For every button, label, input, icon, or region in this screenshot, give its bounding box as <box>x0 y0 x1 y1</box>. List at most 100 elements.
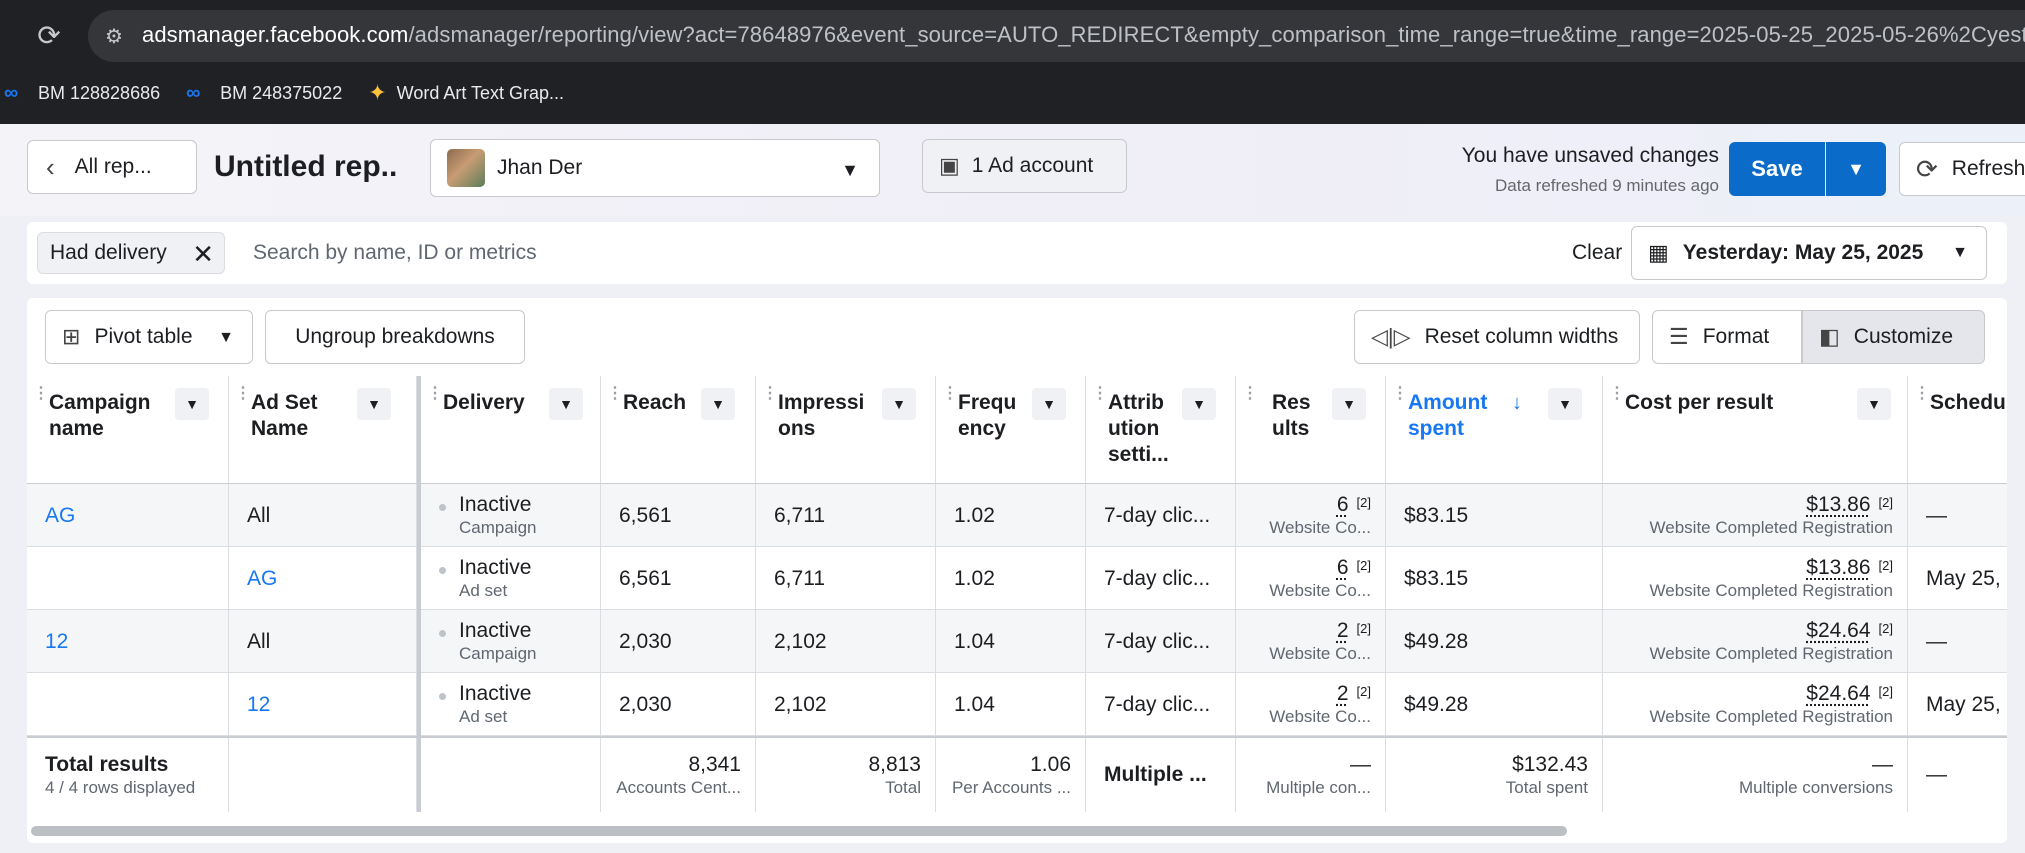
cpr-value[interactable]: $13.86 <box>1806 556 1871 579</box>
sparkle-icon: ✦ <box>368 80 387 105</box>
total-empty-cell <box>417 738 601 812</box>
amount-spent-cell: $83.15 <box>1386 484 1603 547</box>
caret-down-icon[interactable]: ▼ <box>1857 388 1891 420</box>
close-icon[interactable]: ✕ <box>192 239 214 269</box>
bookmarks-bar: ∞ BM 128828686 ∞ BM 248375022 ✦ Word Art Te… <box>0 76 590 110</box>
column-header-impressions[interactable]: ⋮ Impressi ons ▼ <box>756 376 936 484</box>
caret-down-icon[interactable]: ▼ <box>701 388 735 420</box>
drag-handle-icon[interactable]: ⋮ <box>1392 385 1408 402</box>
caret-down-icon[interactable]: ▼ <box>1182 388 1216 420</box>
bookmark-item[interactable]: ∞ BM 128828686 <box>4 82 161 104</box>
cpr-value[interactable]: $13.86 <box>1806 493 1871 516</box>
table-row[interactable]: AG All Inactive Campaign 6,561 6,711 1.02 7-day… <box>27 484 2007 547</box>
caret-down-icon[interactable]: ▼ <box>882 388 916 420</box>
total-reach-cell: 8,341 Accounts Cent... <box>601 738 756 812</box>
schedule-cell: May 25, 2025 <box>1926 692 2007 716</box>
column-header-reach[interactable]: ⋮ Reach ▼ <box>601 376 756 484</box>
campaign-link[interactable]: 12 <box>45 629 69 653</box>
amount-spent-cell: $49.28 <box>1386 610 1603 673</box>
site-info-icon[interactable]: ⚙ <box>105 25 123 48</box>
drag-handle-icon[interactable]: ⋮ <box>942 385 958 402</box>
adset-name[interactable]: AG <box>247 566 278 590</box>
cost-per-result-cell: $24.64 [2] Website Completed Registration <box>1603 673 1908 736</box>
caret-down-icon[interactable]: ▼ <box>175 388 209 420</box>
caret-down-icon[interactable]: ▼ <box>357 388 391 420</box>
total-cpr-cell: — Multiple conversions <box>1603 738 1908 812</box>
caret-down-icon[interactable]: ▼ <box>1332 388 1366 420</box>
column-header-campaign[interactable]: ⋮ Campaign name ▼ <box>27 376 229 484</box>
save-status: You have unsaved changes Data refreshed … <box>1462 144 1719 196</box>
drag-handle-icon[interactable]: ⋮ <box>235 385 251 402</box>
drag-handle-icon[interactable]: ⋮ <box>33 385 49 402</box>
column-header-schedule[interactable]: ⋮Schedule <box>1908 376 2007 484</box>
drag-handle-icon[interactable]: ⋮ <box>1914 385 1930 402</box>
caret-down-icon[interactable]: ▼ <box>1032 388 1066 420</box>
reset-column-widths-button[interactable]: ◁|▷ Reset column widths <box>1354 310 1640 364</box>
results-value[interactable]: 2 <box>1336 619 1349 642</box>
results-value[interactable]: 2 <box>1336 682 1349 705</box>
drag-handle-icon[interactable]: ⋮ <box>607 385 623 402</box>
status-dot-icon <box>439 504 446 511</box>
bookmark-item[interactable]: ∞ BM 248375022 <box>186 82 343 104</box>
drag-handle-icon[interactable]: ⋮ <box>1609 385 1625 402</box>
customize-button[interactable]: ◧ Customize <box>1802 310 1985 364</box>
campaign-link[interactable]: AG <box>45 503 76 527</box>
all-reports-button[interactable]: ‹ All rep... <box>27 140 197 194</box>
bookmark-item[interactable]: ✦ Word Art Text Grap... <box>368 80 565 105</box>
refresh-button[interactable]: ⟳ Refresh <box>1899 142 2025 196</box>
columns-icon: ◧ <box>1819 324 1840 349</box>
browser-chrome: ⟳ ⚙ adsmanager.facebook.com/adsmanager/r… <box>0 0 2025 124</box>
filter-bar: Had delivery✕ Clear ▦Yesterday: May 25, … <box>27 222 2007 284</box>
clear-button[interactable]: Clear <box>1572 241 1623 264</box>
column-header-cost-per-result[interactable]: ⋮ Cost per result ▼ <box>1603 376 1908 484</box>
column-header-adset[interactable]: ⋮ Ad Set Name ▼ <box>229 376 417 484</box>
page-title: Untitled rep.. <box>214 150 398 183</box>
amount-spent-cell: $49.28 <box>1386 673 1603 736</box>
save-dropdown-button[interactable]: ▼ <box>1826 142 1886 196</box>
table-row[interactable]: AG Inactive Ad set 6,561 6,711 1.02 7-day clic… <box>27 547 2007 610</box>
attribution-cell: 7-day clic... <box>1086 547 1236 610</box>
report-header: ‹ All rep... Untitled rep.. Jhan Der ▼ ▣ 1… <box>0 124 2025 216</box>
horizontal-scrollbar[interactable] <box>31 826 1567 836</box>
search-input[interactable] <box>253 236 953 270</box>
total-results-cell: — Multiple con... <box>1236 738 1386 812</box>
column-header-attribution[interactable]: ⋮ Attrib ution setti... ▼ <box>1086 376 1236 484</box>
caret-down-icon[interactable]: ▼ <box>1548 388 1582 420</box>
sort-desc-icon[interactable]: ↓ <box>1512 392 1522 414</box>
drag-handle-icon[interactable]: ⋮ <box>762 385 778 402</box>
date-range-picker[interactable]: ▦ Yesterday: May 25, 2025 ▼ <box>1631 226 1987 280</box>
delivery-cell: Inactive Ad set <box>417 673 601 736</box>
filter-chip[interactable]: Had delivery ✕ <box>37 232 225 274</box>
ungroup-breakdowns-button[interactable]: Ungroup breakdowns <box>265 310 525 364</box>
drag-handle-icon[interactable]: ⋮ <box>427 385 443 402</box>
account-selector[interactable]: Jhan Der ▼ <box>430 139 880 197</box>
results-cell: 6 [2] Website Co... <box>1236 547 1386 610</box>
column-header-frequency[interactable]: ⋮ Frequ ency ▼ <box>936 376 1086 484</box>
format-button[interactable]: ☰ Format <box>1652 310 1802 364</box>
results-value[interactable]: 6 <box>1336 493 1349 516</box>
cpr-value[interactable]: $24.64 <box>1806 682 1871 705</box>
frequency-cell: 1.04 <box>936 610 1086 673</box>
reload-icon[interactable]: ⟳ <box>37 19 61 51</box>
drag-handle-icon[interactable]: ⋮ <box>1242 385 1258 402</box>
url-text[interactable]: adsmanager.facebook.com/adsmanager/repor… <box>142 22 2025 47</box>
cpr-value[interactable]: $24.64 <box>1806 619 1871 642</box>
ad-account-icon: ▣ <box>939 153 960 178</box>
caret-down-icon: ▼ <box>841 160 859 180</box>
reach-cell: 2,030 <box>601 673 756 736</box>
table-row[interactable]: 12 Inactive Ad set 2,030 2,102 1.04 7-day clic… <box>27 673 2007 736</box>
results-value[interactable]: 6 <box>1336 556 1349 579</box>
caret-down-icon[interactable]: ▼ <box>549 388 583 420</box>
adset-name-cell: All <box>229 484 417 547</box>
column-header-results[interactable]: ⋮ Res ults ▼ <box>1236 376 1386 484</box>
impressions-cell: 2,102 <box>756 610 936 673</box>
column-header-amount-spent[interactable]: ⋮ Amount spent ↓ ▼ <box>1386 376 1603 484</box>
drag-handle-icon[interactable]: ⋮ <box>1092 385 1108 402</box>
save-button[interactable]: Save <box>1729 142 1825 196</box>
pivot-table-button[interactable]: ⊞ Pivot table ▼ <box>45 310 253 364</box>
column-header-delivery[interactable]: ⋮ Delivery ▼ <box>417 376 601 484</box>
adset-name[interactable]: 12 <box>247 692 271 716</box>
address-bar[interactable] <box>88 10 2025 62</box>
table-row[interactable]: 12 All Inactive Campaign 2,030 2,102 1.04 7-day… <box>27 610 2007 673</box>
ad-account-button[interactable]: ▣ 1 Ad account <box>922 139 1127 193</box>
